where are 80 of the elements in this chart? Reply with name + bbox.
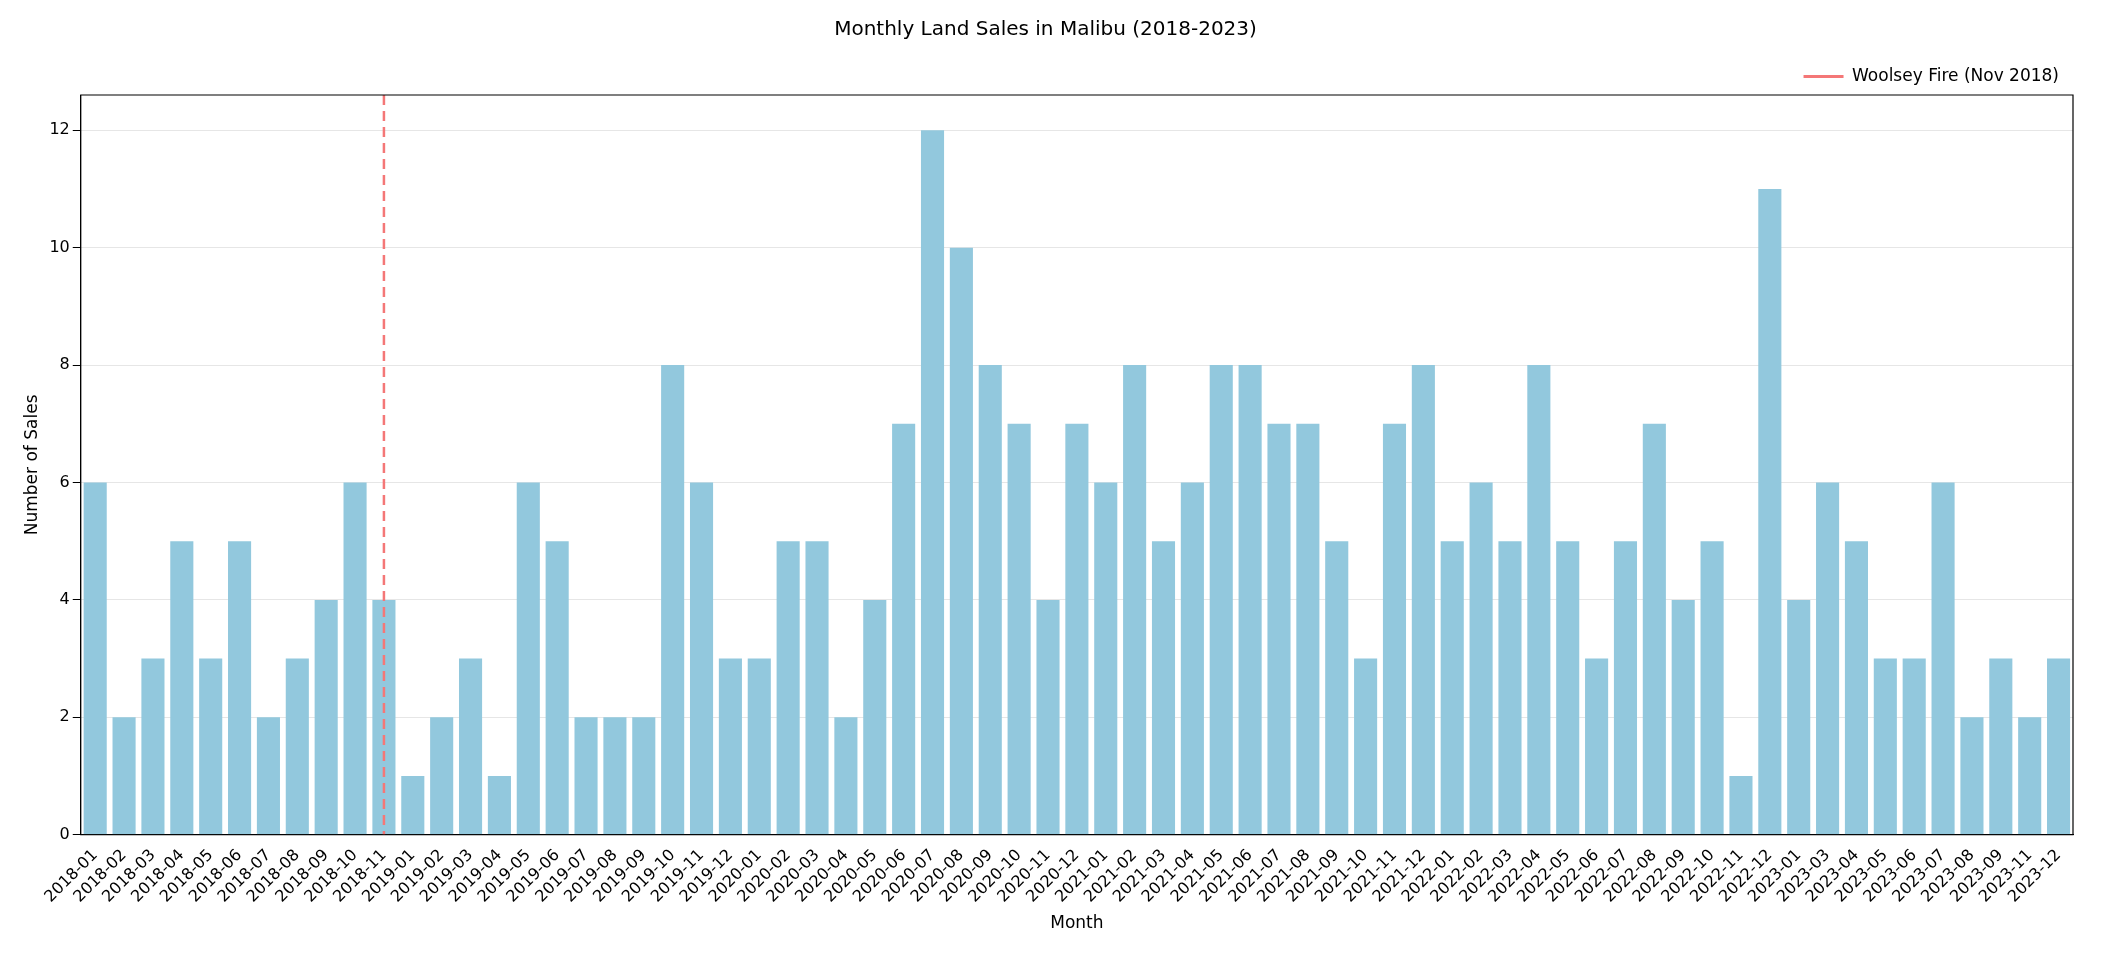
bar [1007,423,1031,835]
bar [1411,365,1435,835]
bar [401,776,425,835]
bar [1469,482,1493,835]
y-tick-label: 2 [59,706,70,726]
y-tick-label: 6 [59,471,70,491]
y-axis-title: Number of Sales [20,394,41,536]
bar [2018,717,2042,835]
bar [1960,717,1984,835]
bar [1094,482,1118,835]
bar [141,658,165,835]
bar [1123,365,1147,835]
bar [199,658,223,835]
bar [920,130,945,835]
bar [1844,541,1868,835]
bar [1729,776,1753,835]
y-tick-label: 12 [49,119,70,139]
bar [1758,188,1782,835]
bar [256,717,280,835]
bar [1787,599,1811,835]
bar [949,247,973,835]
bar [1873,658,1897,835]
chart-title: Monthly Land Sales in Malibu (2018-2023) [834,16,1257,41]
bar [834,717,858,835]
bar [1180,482,1204,835]
bar [1151,541,1176,835]
bar [1354,658,1378,835]
bar [1498,541,1522,835]
bar [661,365,685,835]
legend-label: Woolsey Fire (Nov 2018) [1852,64,2060,85]
bar [718,658,742,835]
bar [1065,423,1089,835]
bar [1382,423,1407,835]
bar [112,717,136,835]
bar [632,717,656,835]
bar [372,599,396,835]
x-axis-title: Month [1050,912,1104,933]
y-tick-label: 10 [49,236,70,256]
bar [805,541,829,835]
bar [892,423,916,835]
bar [1556,541,1580,835]
bar [1440,541,1464,835]
y-tick-label: 8 [59,354,70,374]
bar [516,482,540,835]
bar [776,541,800,835]
bar [459,658,483,835]
bar [1642,423,1666,835]
bar [747,658,771,835]
y-tick-label: 4 [59,589,70,609]
bar [1296,423,1320,835]
bar [228,541,252,835]
bar [1325,541,1349,835]
bar [430,717,454,835]
bar [1671,599,1695,835]
bar [1700,541,1724,835]
bar [314,599,338,835]
bar [1613,541,1638,835]
bar [343,482,367,835]
bar [1902,658,1926,835]
bar [1267,423,1291,835]
bar [170,541,194,835]
bar [978,365,1002,835]
bar [1527,365,1551,835]
bar [2047,658,2071,835]
bar [1816,482,1840,835]
bar [689,482,714,835]
bar [863,599,887,835]
bar [487,776,511,835]
bar [545,541,569,835]
bar [603,717,627,835]
y-tick-label: 0 [59,823,70,843]
bar [1209,365,1233,835]
bar [1989,658,2013,835]
bar [285,658,309,835]
bar [83,482,107,835]
bar [1238,365,1262,835]
bar [1036,599,1060,835]
bar [574,717,598,835]
bar [1931,482,1955,835]
bar [1585,658,1609,835]
